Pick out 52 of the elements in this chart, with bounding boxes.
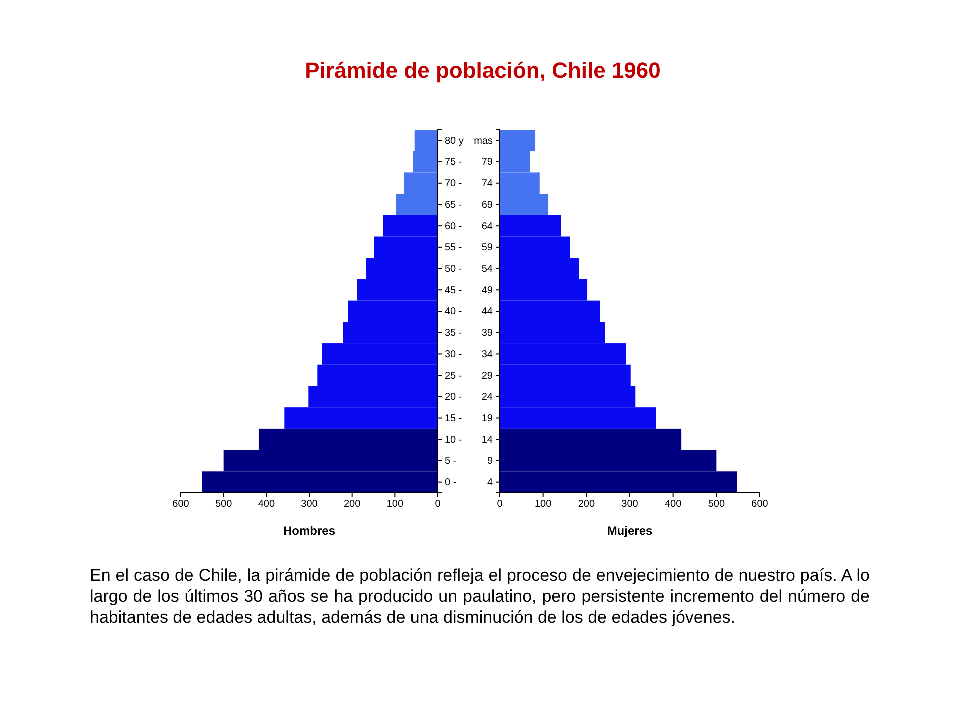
x-tick-label: 300	[622, 499, 639, 510]
x-tick-label: 0	[435, 499, 442, 510]
y-tick-label: 69	[482, 200, 494, 211]
x-tick-label: 600	[172, 499, 190, 510]
y-tick-label: 35 -	[445, 328, 462, 340]
y-tick-label: 49	[482, 285, 494, 296]
y-tick-label: 24	[482, 392, 494, 404]
y-tick-label: 25 -	[445, 370, 462, 382]
y-tick-label: 50 -	[445, 264, 462, 275]
x-tick-label: 0	[497, 499, 504, 510]
x-tick-label: 200	[344, 499, 362, 510]
x-axis-title: Mujeres	[607, 524, 653, 538]
y-tick-label: mas	[474, 136, 493, 147]
y-tick-label: 5 -	[445, 456, 457, 468]
y-tick-label: 44	[482, 306, 494, 318]
x-tick-label: 100	[386, 499, 404, 510]
y-tick-label: 0 -	[445, 478, 457, 489]
x-tick-label: 400	[664, 499, 682, 510]
y-tick-label: 75 -	[445, 157, 462, 168]
y-tick-label: 59	[482, 242, 494, 254]
y-tick-label: 39	[482, 328, 494, 340]
x-tick-label: 500	[215, 499, 233, 510]
y-tick-label: 4	[487, 478, 494, 489]
y-tick-label: 10 -	[445, 434, 462, 446]
x-tick-label: 400	[258, 499, 276, 510]
y-tick-label: 34	[482, 349, 494, 360]
text: En el caso de Chile, la pirámide de población refleja el proceso de envejecimiento de nuestro país. A lo largo de los últimos 30 años se ha producido un paulatino, pero persistente incremento del número de habitantes de edades adultas, además de una disminución de los de edades jóvenes.	[90, 565, 870, 628]
y-tick-label: 54	[482, 264, 494, 275]
x-tick-label: 500	[708, 499, 726, 510]
x-tick-label: 300	[301, 499, 318, 510]
y-tick-label: 9	[487, 456, 494, 468]
y-tick-label: 60 -	[445, 221, 462, 232]
x-tick-label: 200	[578, 499, 596, 510]
y-tick-label: 20 -	[445, 392, 462, 404]
x-tick-label: 100	[534, 499, 552, 510]
y-tick-label: 79	[482, 157, 494, 168]
text: Pirámide de población, Chile 1960	[305, 58, 661, 83]
y-tick-label: 65 -	[445, 200, 462, 211]
y-tick-label: 80 y	[445, 136, 464, 147]
y-tick-label: 40 -	[445, 306, 462, 318]
y-tick-label: 74	[482, 178, 494, 190]
y-tick-label: 15 -	[445, 413, 462, 424]
y-tick-label: 64	[482, 221, 494, 232]
y-tick-label: 55 -	[445, 242, 462, 254]
y-tick-label: 70 -	[445, 178, 462, 190]
y-tick-label: 30 -	[445, 349, 462, 360]
y-tick-label: 45 -	[445, 285, 462, 296]
x-tick-label: 600	[752, 499, 769, 510]
y-tick-label: 14	[482, 434, 494, 446]
y-tick-label: 19	[482, 413, 494, 424]
x-axis-title: Hombres	[283, 524, 336, 538]
y-tick-label: 29	[482, 370, 494, 382]
